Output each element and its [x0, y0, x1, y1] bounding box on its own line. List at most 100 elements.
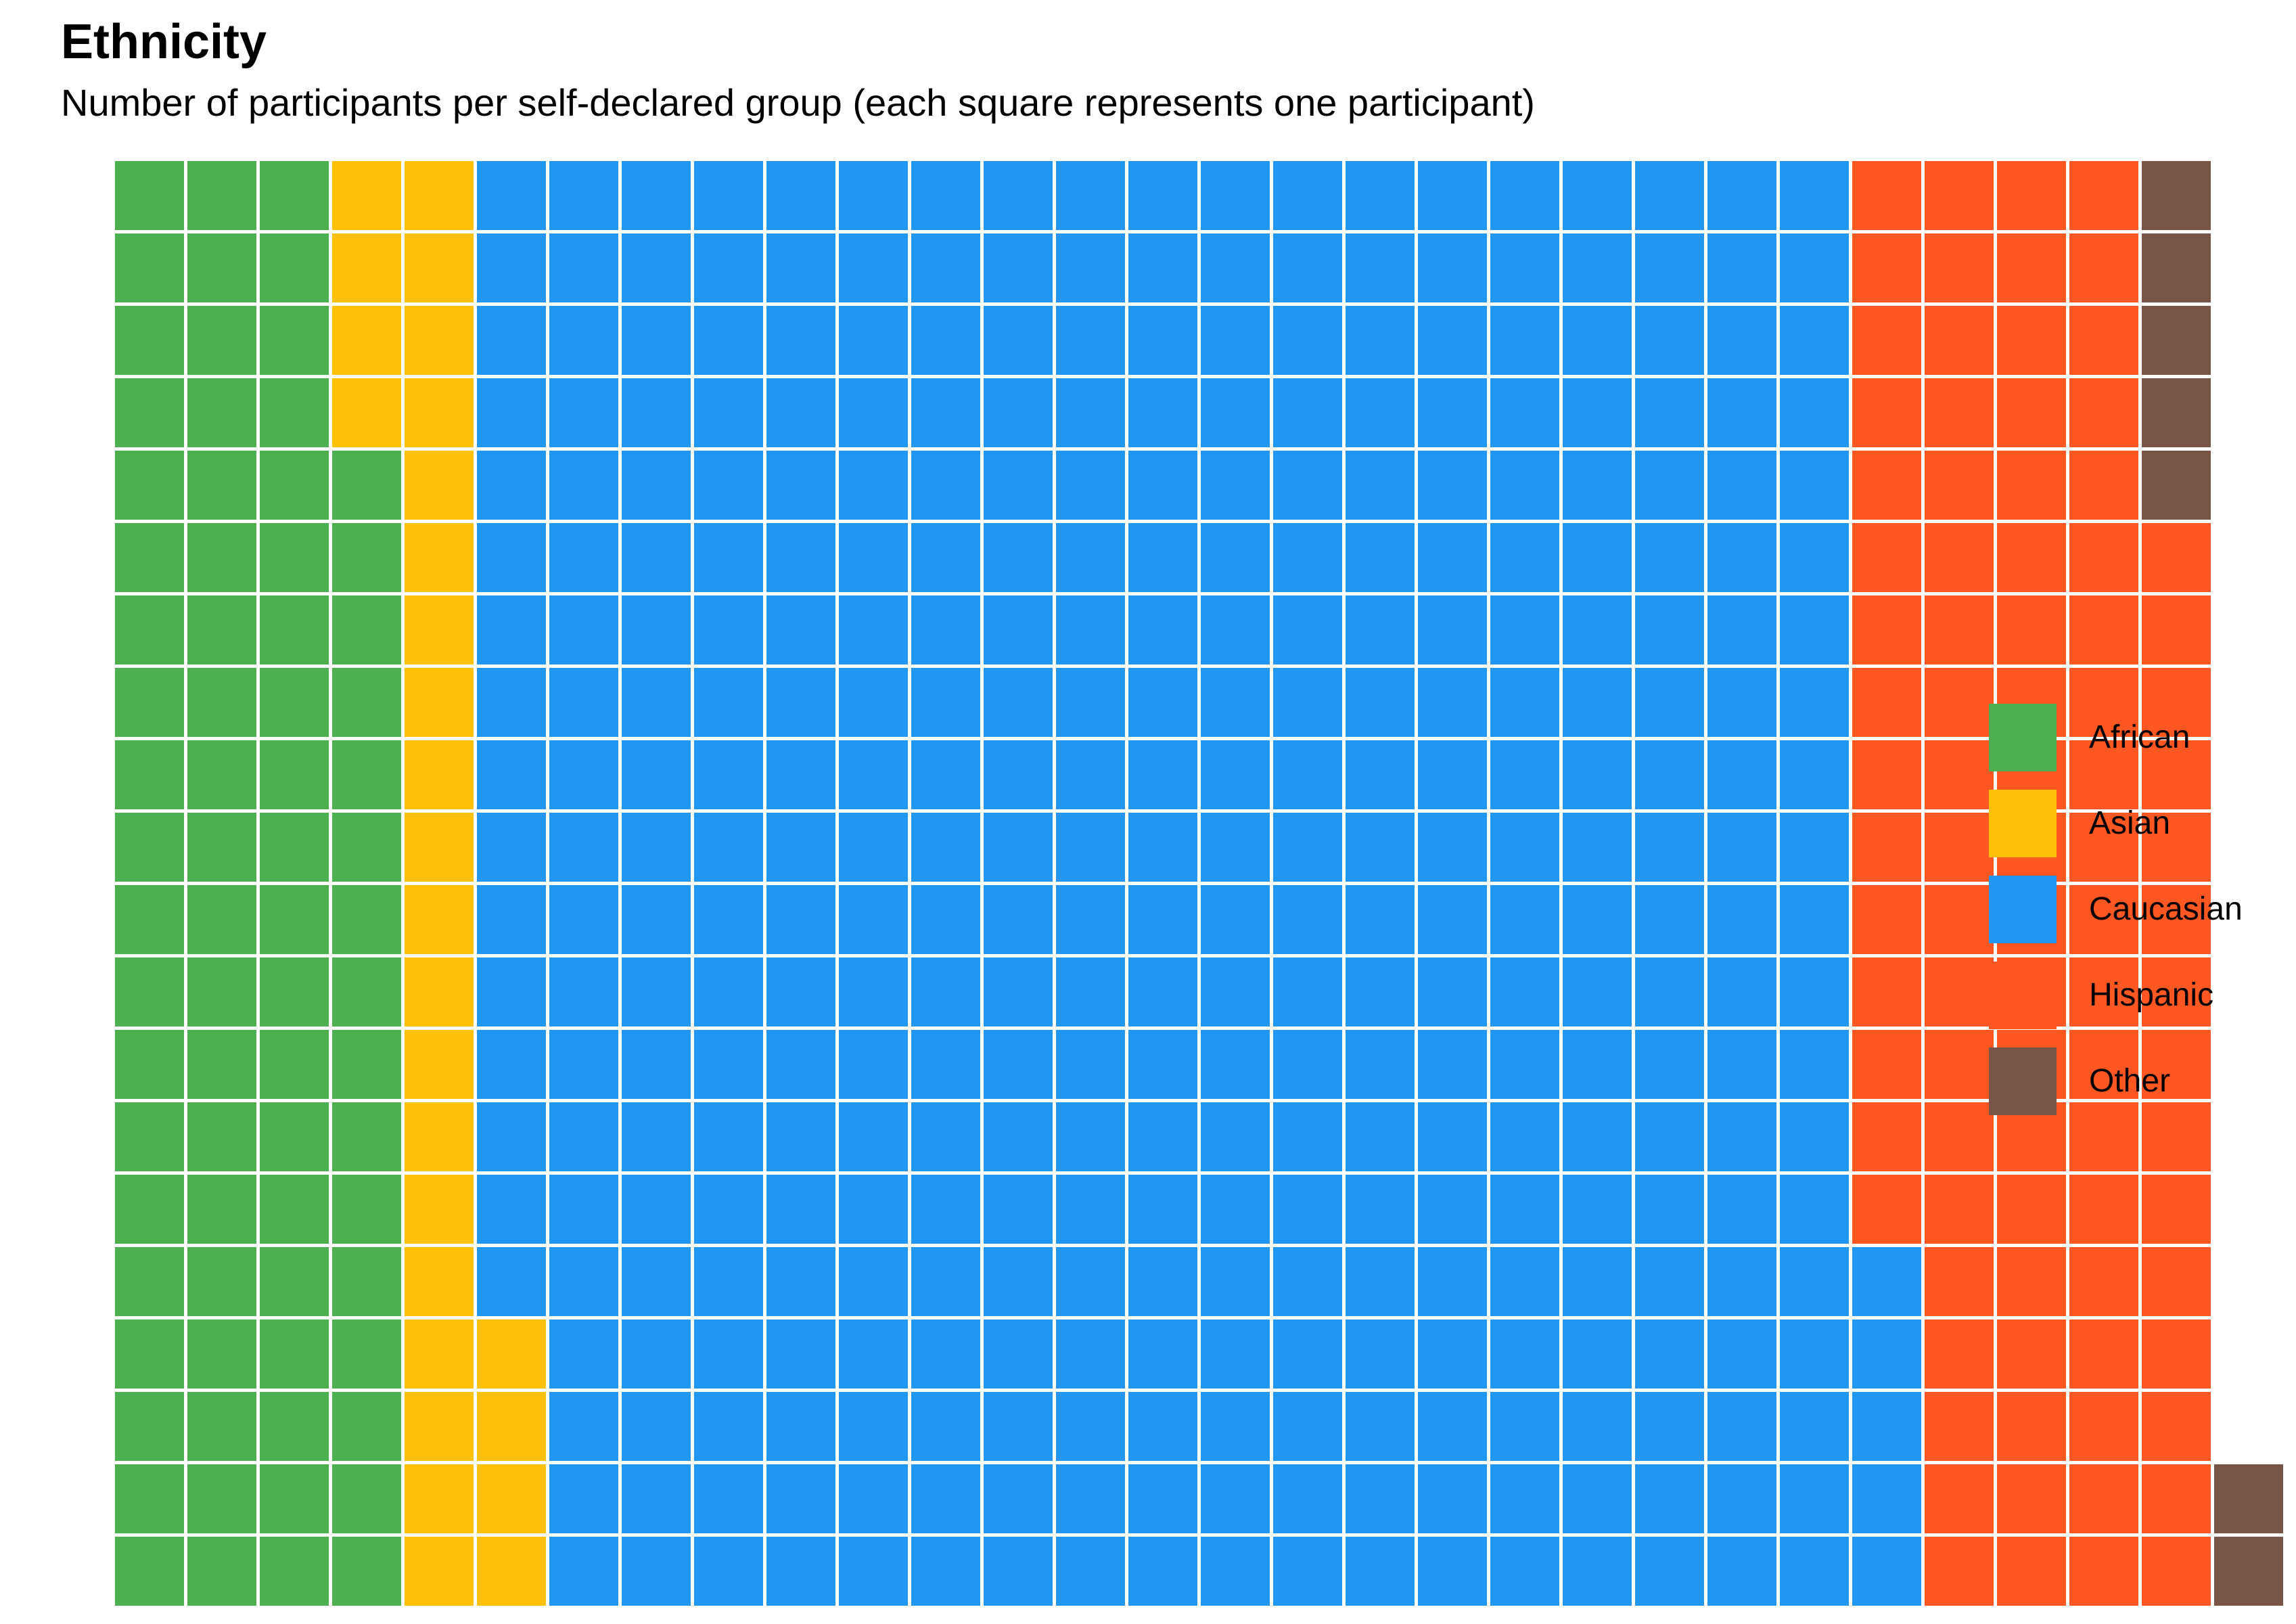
waffle-square-african	[260, 451, 329, 520]
waffle-square-caucasian	[1056, 1537, 1125, 1606]
waffle-square-caucasian	[1201, 885, 1270, 954]
waffle-square-caucasian	[1780, 1030, 1849, 1099]
waffle-square-caucasian	[1563, 885, 1632, 954]
waffle-square-hispanic	[1925, 233, 1994, 302]
waffle-square-african	[115, 306, 184, 375]
waffle-square-caucasian	[622, 740, 691, 809]
waffle-square-caucasian	[839, 1392, 908, 1461]
waffle-square-caucasian	[477, 1030, 546, 1099]
waffle-square-caucasian	[1707, 1175, 1776, 1244]
waffle-square-caucasian	[1273, 813, 1342, 882]
legend-label-caucasian: Caucasian	[2089, 891, 2243, 927]
waffle-square-caucasian	[1635, 1537, 1704, 1606]
waffle-square-caucasian	[1563, 1320, 1632, 1389]
waffle-square-caucasian	[694, 1247, 763, 1316]
waffle-square-african	[115, 1320, 184, 1389]
waffle-square-hispanic	[1925, 1247, 1994, 1316]
waffle-square-african	[260, 668, 329, 737]
waffle-square-hispanic	[1997, 1320, 2066, 1389]
waffle-square-caucasian	[1780, 451, 1849, 520]
waffle-square-caucasian	[1780, 1175, 1849, 1244]
waffle-square-caucasian	[1635, 1320, 1704, 1389]
waffle-square-caucasian	[549, 668, 618, 737]
waffle-square-caucasian	[1346, 451, 1415, 520]
waffle-square-hispanic	[1852, 1175, 1921, 1244]
waffle-square-caucasian	[622, 1102, 691, 1171]
legend-item-hispanic: Hispanic	[1989, 962, 2273, 1047]
waffle-square-african	[260, 1247, 329, 1316]
waffle-square-caucasian	[549, 1175, 618, 1244]
waffle-square-caucasian	[1418, 1030, 1487, 1099]
waffle-square-caucasian	[911, 451, 980, 520]
legend-swatch-caucasian	[1989, 876, 2057, 943]
waffle-square-caucasian	[1418, 813, 1487, 882]
waffle-square-caucasian	[1563, 306, 1632, 375]
waffle-square-african	[115, 1030, 184, 1099]
waffle-square-hispanic	[1925, 1392, 1994, 1461]
waffle-square-african	[260, 740, 329, 809]
waffle-square-caucasian	[911, 1102, 980, 1171]
waffle-square-caucasian	[1346, 1030, 1415, 1099]
waffle-square-caucasian	[1490, 306, 1559, 375]
waffle-square-caucasian	[477, 813, 546, 882]
waffle-square-caucasian	[1128, 1102, 1197, 1171]
waffle-square-caucasian	[1273, 1392, 1342, 1461]
waffle-square-caucasian	[1490, 1030, 1559, 1099]
waffle-square-caucasian	[622, 523, 691, 592]
waffle-square-caucasian	[1056, 161, 1125, 230]
waffle-square-caucasian	[1707, 740, 1776, 809]
waffle-square-african	[115, 378, 184, 447]
waffle-square-hispanic	[1925, 1537, 1994, 1606]
waffle-square-caucasian	[766, 1320, 835, 1389]
waffle-square-caucasian	[622, 1175, 691, 1244]
waffle-square-caucasian	[1418, 595, 1487, 664]
waffle-square-caucasian	[1418, 885, 1487, 954]
waffle-square-caucasian	[839, 451, 908, 520]
waffle-square-other	[2142, 378, 2211, 447]
waffle-square-caucasian	[1490, 233, 1559, 302]
waffle-square-caucasian	[1273, 1320, 1342, 1389]
legend-label-other: Other	[2089, 1063, 2171, 1099]
waffle-square-african	[115, 813, 184, 882]
waffle-square-caucasian	[694, 161, 763, 230]
waffle-square-caucasian	[549, 1392, 618, 1461]
waffle-square-caucasian	[1490, 1320, 1559, 1389]
waffle-square-african	[332, 1464, 401, 1533]
waffle-square-asian	[405, 451, 474, 520]
waffle-square-caucasian	[549, 740, 618, 809]
waffle-square-caucasian	[839, 523, 908, 592]
waffle-square-caucasian	[766, 813, 835, 882]
waffle-square-caucasian	[1563, 1464, 1632, 1533]
waffle-square-caucasian	[1273, 378, 1342, 447]
waffle-square-caucasian	[549, 1102, 618, 1171]
waffle-square-caucasian	[1418, 1320, 1487, 1389]
waffle-square-caucasian	[549, 1030, 618, 1099]
waffle-square-hispanic	[2069, 668, 2138, 737]
waffle-square-hispanic	[1925, 595, 1994, 664]
waffle-square-caucasian	[1201, 957, 1270, 1027]
waffle-square-caucasian	[1346, 668, 1415, 737]
waffle-square-hispanic	[2069, 1464, 2138, 1533]
waffle-square-hispanic	[1852, 813, 1921, 882]
waffle-square-caucasian	[839, 1102, 908, 1171]
waffle-square-african	[332, 1537, 401, 1606]
waffle-square-caucasian	[984, 885, 1053, 954]
legend-label-asian: Asian	[2089, 805, 2171, 841]
waffle-square-caucasian	[1346, 306, 1415, 375]
waffle-square-hispanic	[1852, 233, 1921, 302]
waffle-square-hispanic	[1925, 161, 1994, 230]
waffle-square-caucasian	[766, 957, 835, 1027]
waffle-square-caucasian	[766, 1392, 835, 1461]
waffle-square-caucasian	[1635, 1247, 1704, 1316]
waffle-square-other	[2142, 451, 2211, 520]
waffle-square-caucasian	[1346, 233, 1415, 302]
waffle-square-caucasian	[1128, 378, 1197, 447]
waffle-square-caucasian	[1780, 957, 1849, 1027]
waffle-square-hispanic	[2069, 1175, 2138, 1244]
waffle-square-caucasian	[1128, 451, 1197, 520]
waffle-square-caucasian	[1346, 1247, 1415, 1316]
waffle-square-caucasian	[694, 378, 763, 447]
waffle-square-caucasian	[839, 813, 908, 882]
waffle-square-african	[260, 523, 329, 592]
waffle-square-african	[115, 957, 184, 1027]
